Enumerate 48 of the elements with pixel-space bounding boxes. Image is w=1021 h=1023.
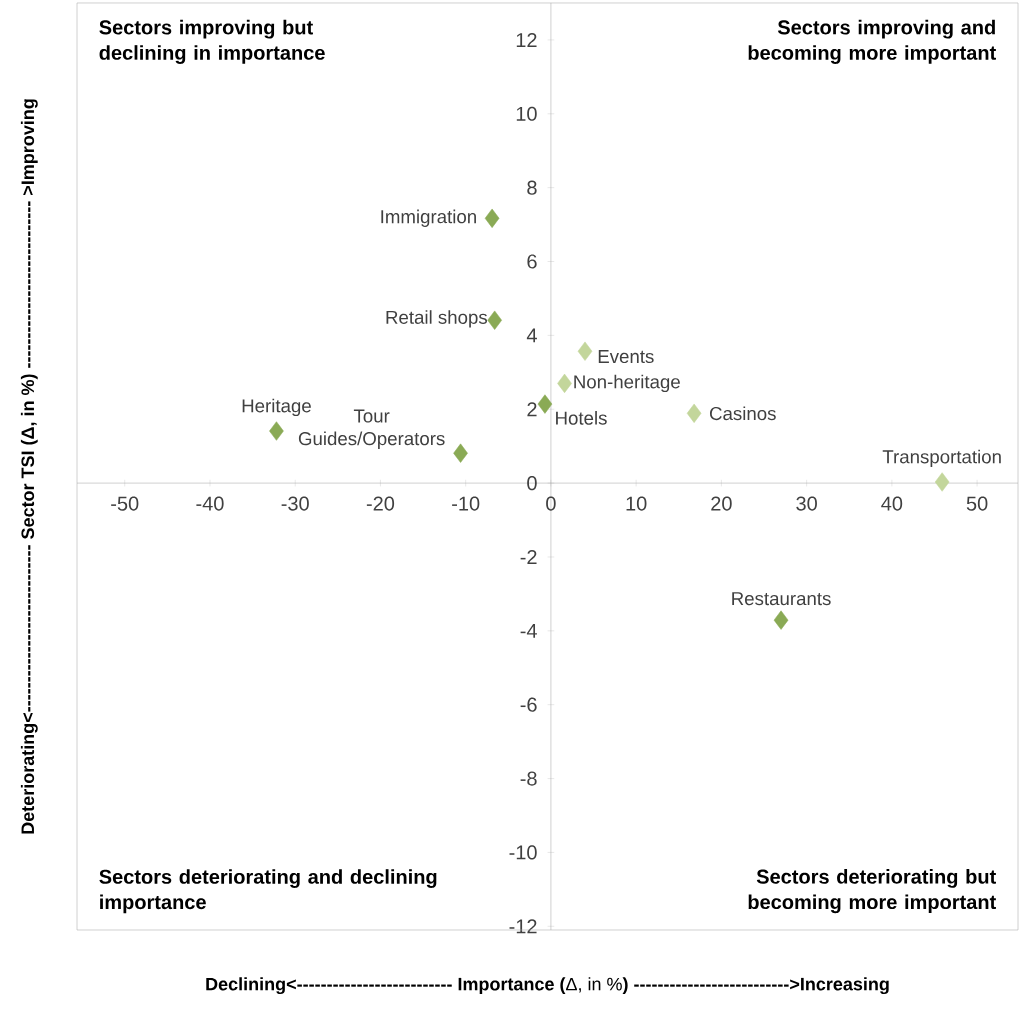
annotation: Sectors improving but declining in importance — [99, 19, 325, 64]
annotation: Casinos — [709, 406, 776, 421]
x-tick-label: 0 — [546, 496, 556, 511]
y-tick-label: 4 — [526, 328, 537, 343]
point — [484, 208, 500, 228]
y-tick-label: -8 — [520, 771, 537, 786]
x-tick-label: -40 — [196, 496, 224, 511]
annotation: Hotels — [556, 411, 607, 425]
point — [537, 394, 553, 414]
annotation: Transportation — [882, 449, 1001, 468]
x-tick-label: -10 — [452, 496, 480, 511]
annotation: Restaurants — [732, 592, 831, 606]
y-tick-label: -2 — [520, 549, 537, 564]
y-tick-label: -6 — [520, 697, 537, 712]
point — [487, 310, 502, 330]
x-tick-label: 20 — [711, 496, 732, 511]
annotation: Non-heritage — [574, 374, 680, 393]
y-tick-label: 0 — [527, 476, 537, 491]
point — [686, 403, 702, 423]
x-tick-label: 30 — [796, 496, 817, 511]
x-tick-label: -30 — [281, 496, 309, 511]
point — [557, 373, 572, 393]
annotation: Retail shops — [386, 310, 488, 328]
point — [269, 421, 284, 441]
point — [577, 341, 593, 361]
annotation: Sectors improving and becoming more important — [748, 19, 996, 64]
x-axis-title: Declining<-------------------------- Importance (Δ, in %) -------------------------->Increasing — [206, 977, 889, 995]
point — [773, 610, 789, 630]
y-tick-label: -4 — [520, 623, 537, 638]
y-tick-label: 2 — [527, 402, 537, 417]
x-tick-label: 50 — [966, 496, 988, 511]
point — [934, 472, 950, 492]
y-tick-label: -10 — [509, 845, 537, 860]
annotation: Sectors deteriorating and declining importance — [99, 869, 437, 914]
x-tick-label: -20 — [366, 496, 395, 511]
annotation: Immigration — [381, 209, 476, 227]
x-tick-label: 10 — [626, 496, 647, 511]
annotation: Sectors deteriorating but becoming more important — [748, 869, 996, 914]
y-tick-label: 6 — [527, 254, 537, 269]
y-tick-label: 12 — [516, 32, 537, 47]
y-axis-title: Deteriorating<---------------------------- Sector TSI (Δ, in %) ---------------------------- >Improving — [20, 99, 38, 834]
annotation: Events — [598, 350, 654, 364]
point — [453, 443, 468, 463]
x-tick-label: 40 — [881, 496, 903, 511]
y-tick-label: -12 — [509, 919, 537, 934]
y-tick-label: 8 — [527, 180, 537, 195]
x-tick-label: -50 — [111, 496, 139, 511]
y-tick-label: 10 — [516, 106, 537, 121]
